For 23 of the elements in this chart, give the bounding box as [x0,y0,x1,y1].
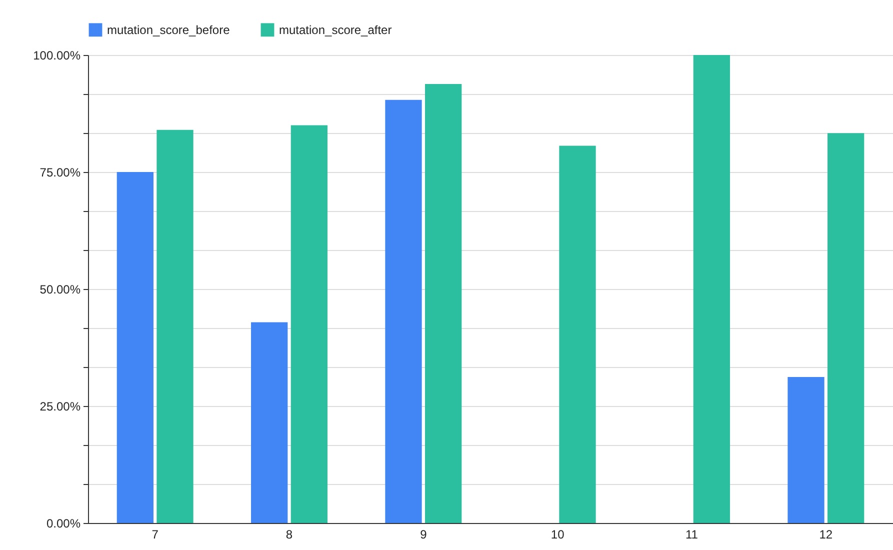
bar [828,133,864,523]
bar [385,100,422,523]
legend-label: mutation_score_after [279,22,392,37]
bar [116,172,154,523]
y-tick-label: 100.00% [33,48,81,62]
x-tick-label: 10 [550,528,565,542]
bar [425,84,462,523]
x-tick-label: 7 [152,528,159,542]
bar [788,376,824,523]
bar [251,322,288,523]
y-tick-label: 50.00% [40,282,81,296]
legend-label: mutation_score_before [107,22,230,37]
y-tick-label: 0.00% [46,516,81,530]
bar [693,55,730,523]
bar [559,146,596,523]
y-tick-label: 25.00% [40,400,81,414]
x-tick-label: 8 [286,528,293,542]
x-tick-label: 11 [686,528,698,542]
bar [156,130,194,523]
y-tick-label: 75.00% [40,166,81,180]
x-tick-label: 12 [819,528,833,542]
x-tick-label: 9 [420,528,428,542]
bar [290,125,328,523]
